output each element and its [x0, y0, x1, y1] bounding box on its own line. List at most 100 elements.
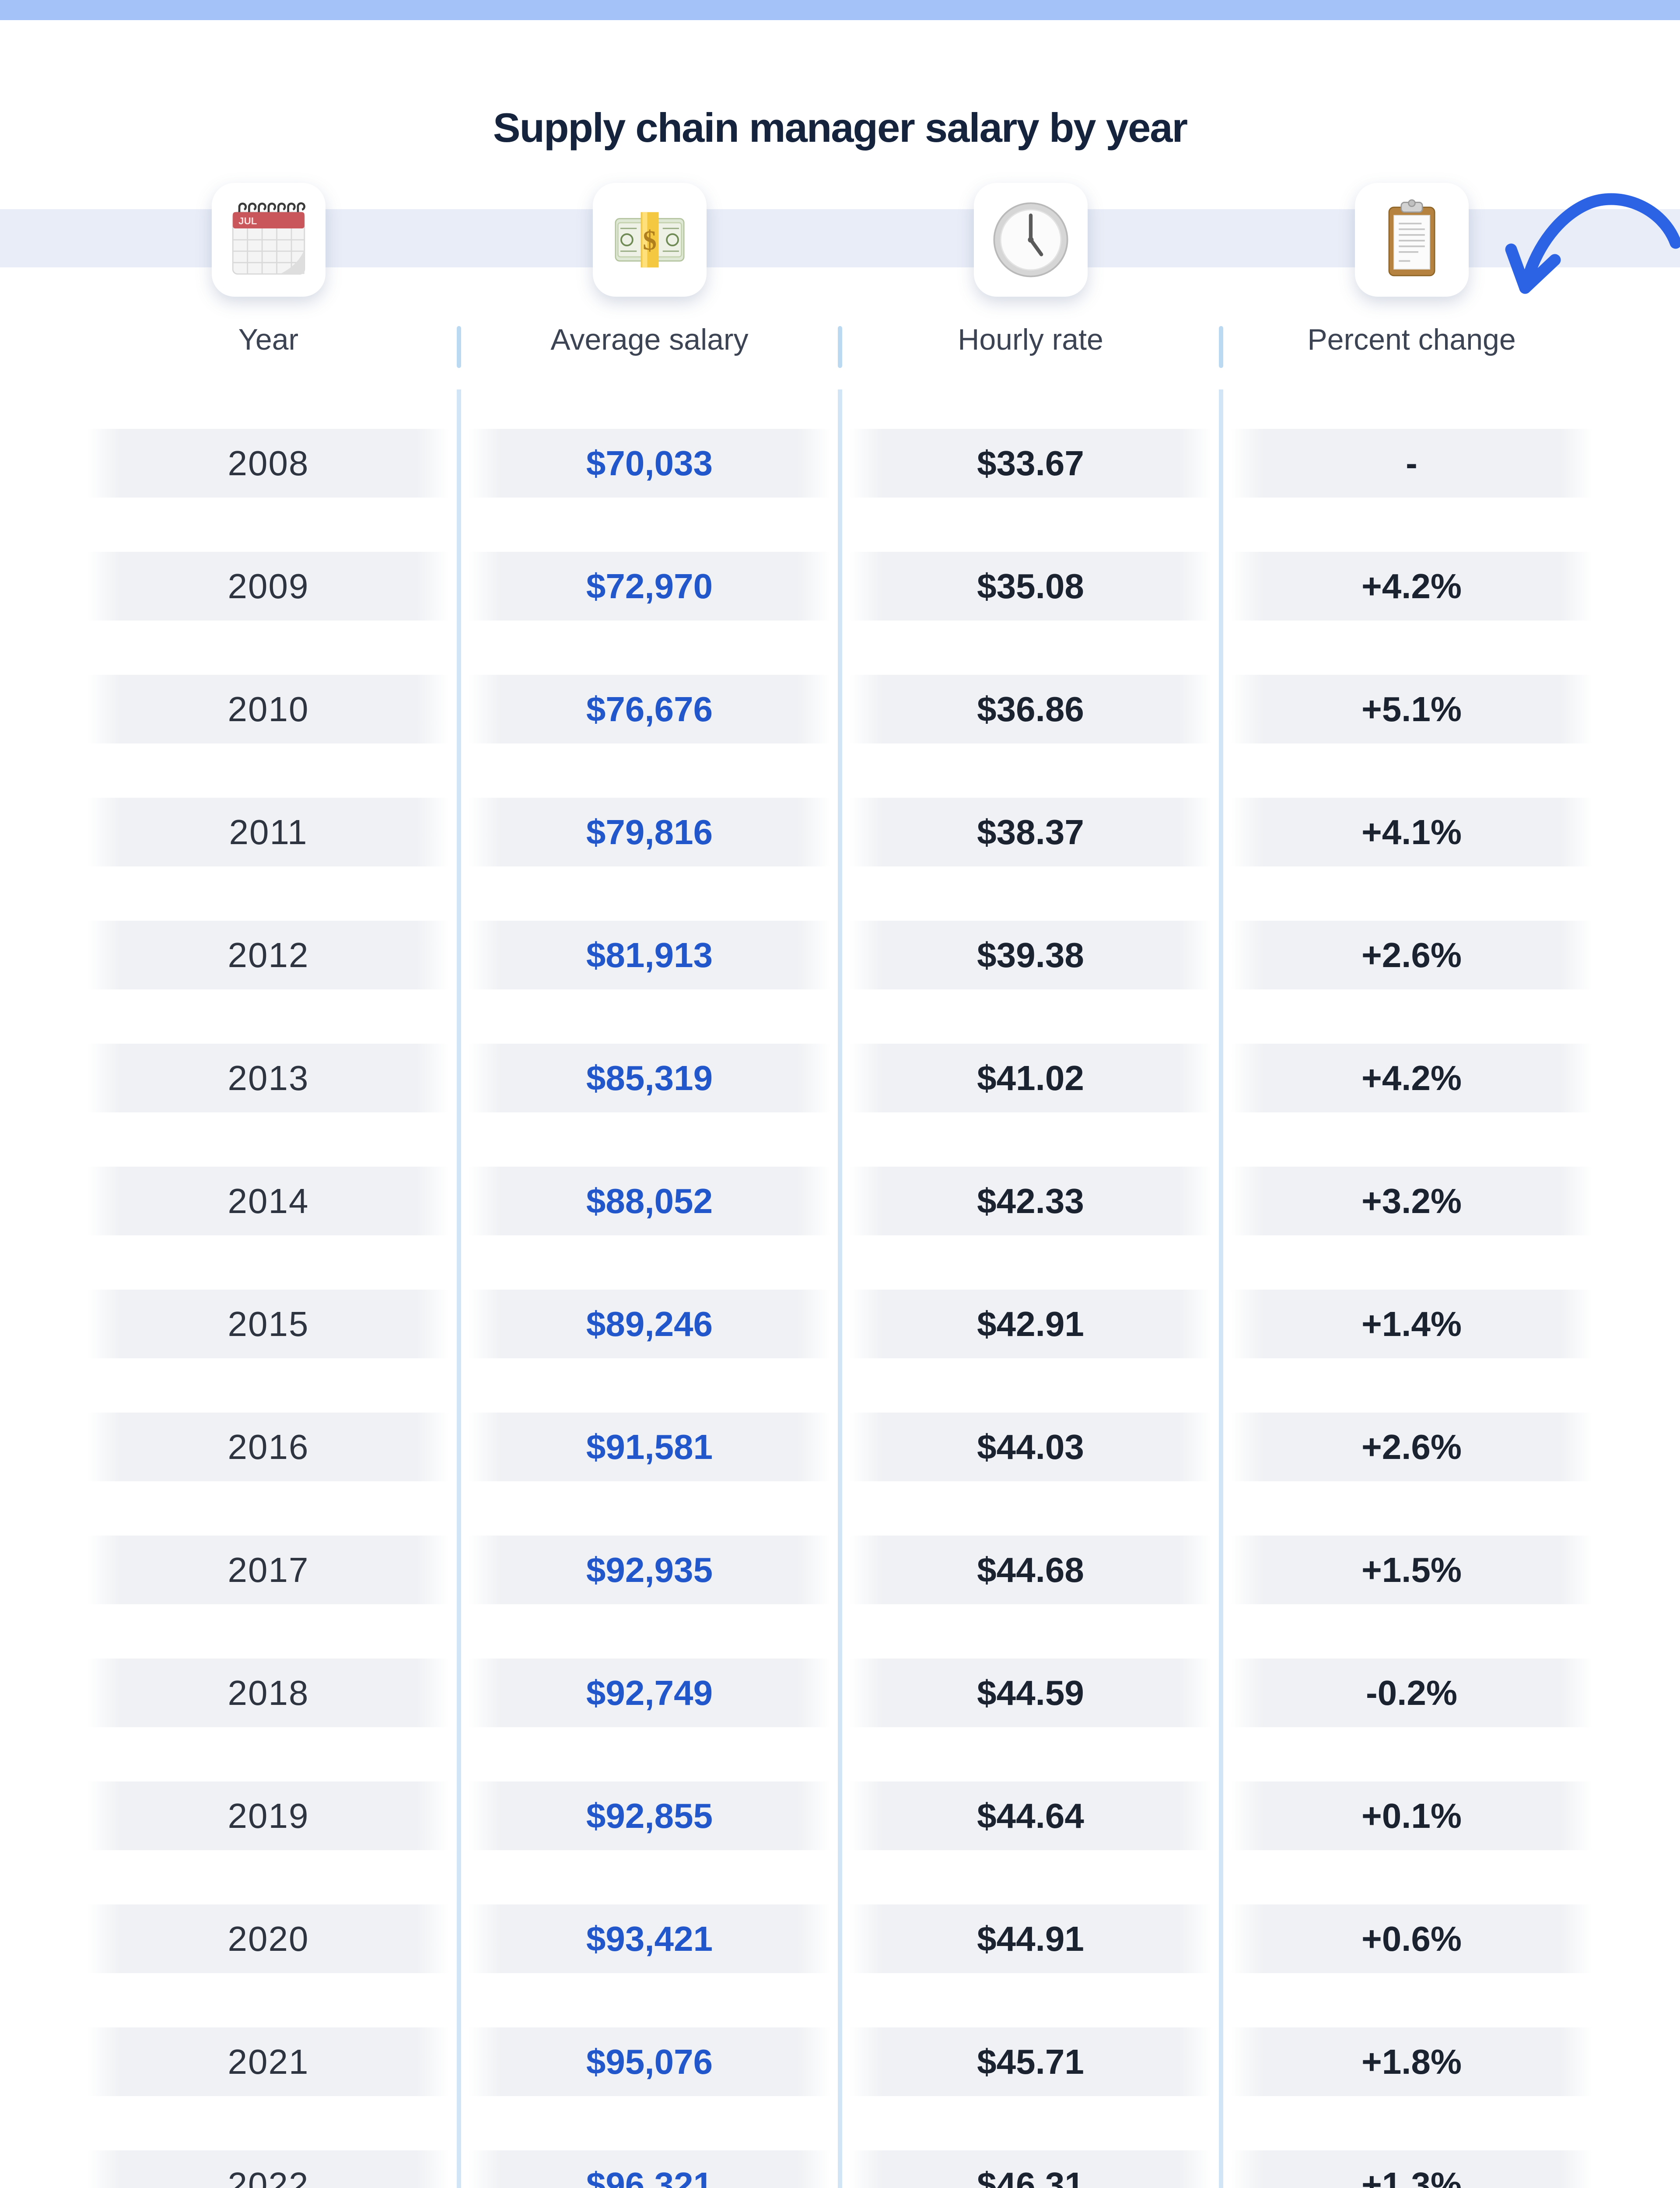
hourly-rate-value: $44.91: [850, 1904, 1211, 1973]
year-value: 2011: [88, 798, 449, 866]
percent-change-value: +0.1%: [1231, 1781, 1592, 1850]
table-row: 2011 $79,816 $38.37 +4.1%: [78, 771, 1602, 894]
year-value: 2020: [88, 1904, 449, 1973]
percent-change-value: +5.1%: [1231, 675, 1592, 743]
curved-arrow-icon: [1505, 193, 1680, 294]
table-row: 2019 $92,855 $44.64 +0.1%: [78, 1754, 1602, 1877]
page-title: Supply chain manager salary by year: [493, 105, 1188, 151]
percent-change-value: +3.2%: [1231, 1167, 1592, 1235]
year-value: 2010: [88, 675, 449, 743]
year-value: 2009: [88, 552, 449, 621]
year-value: 2021: [88, 2027, 449, 2096]
hourly-rate-value: $41.02: [850, 1044, 1211, 1112]
column-header-year: JUL Year: [78, 183, 459, 357]
percent-change-value: +4.2%: [1231, 552, 1592, 621]
percent-change-value: +1.8%: [1231, 2027, 1592, 2096]
percent-change-value: -0.2%: [1231, 1659, 1592, 1727]
year-value: 2016: [88, 1413, 449, 1481]
table-body: 2008 $70,033 $33.67 - 2009 $72,970 $35.0…: [78, 402, 1602, 2188]
table-row: 2008 $70,033 $33.67 -: [78, 402, 1602, 525]
percent-change-value: +0.6%: [1231, 1904, 1592, 1973]
column-label-percent-change: Percent change: [1307, 323, 1516, 356]
year-value: 2022: [88, 2150, 449, 2188]
table-row: 2017 $92,935 $44.68 +1.5%: [78, 1508, 1602, 1631]
header-divider: [838, 326, 842, 368]
average-salary-value: $89,246: [469, 1290, 830, 1358]
average-salary-value: $81,913: [469, 921, 830, 989]
year-value: 2015: [88, 1290, 449, 1358]
column-divider: [457, 389, 461, 2188]
table-row: 2022 $96,321 $46.31 +1.3%: [78, 2123, 1602, 2188]
average-salary-value: $93,421: [469, 1904, 830, 1973]
hourly-rate-value: $44.64: [850, 1781, 1211, 1850]
year-value: 2008: [88, 429, 449, 498]
year-value: 2017: [88, 1536, 449, 1604]
column-divider: [838, 389, 842, 2188]
percent-change-value: +1.5%: [1231, 1536, 1592, 1604]
percent-change-value: +2.6%: [1231, 921, 1592, 989]
average-salary-value: $79,816: [469, 798, 830, 866]
percent-change-value: +2.6%: [1231, 1413, 1592, 1481]
column-divider: [1219, 389, 1223, 2188]
svg-text:JUL: JUL: [238, 216, 257, 227]
percent-change-value: -: [1231, 429, 1592, 498]
column-header-percent-change: Percent change: [1221, 183, 1602, 357]
table-row: 2020 $93,421 $44.91 +0.6%: [78, 1877, 1602, 2000]
year-value: 2019: [88, 1781, 449, 1850]
header-divider: [457, 326, 461, 368]
clock-icon-card: [973, 183, 1088, 297]
percent-change-value: +4.1%: [1231, 798, 1592, 866]
table-row: 2014 $88,052 $42.33 +3.2%: [78, 1140, 1602, 1262]
column-header-hourly-rate: Hourly rate: [840, 183, 1221, 357]
percent-change-value: +1.4%: [1231, 1290, 1592, 1358]
hourly-rate-value: $38.37: [850, 798, 1211, 866]
percent-change-value: +4.2%: [1231, 1044, 1592, 1112]
average-salary-value: $85,319: [469, 1044, 830, 1112]
hourly-rate-value: $46.31: [850, 2150, 1211, 2188]
hourly-rate-value: $39.38: [850, 921, 1211, 989]
header-divider: [1219, 326, 1223, 368]
clipboard-icon-card: [1354, 183, 1469, 297]
average-salary-value: $91,581: [469, 1413, 830, 1481]
hourly-rate-value: $42.91: [850, 1290, 1211, 1358]
column-header-average-salary: $ Average salary: [459, 183, 840, 357]
year-value: 2018: [88, 1659, 449, 1727]
top-accent-bar: [0, 0, 1680, 20]
average-salary-value: $95,076: [469, 2027, 830, 2096]
hourly-rate-value: $42.33: [850, 1167, 1211, 1235]
hourly-rate-value: $44.68: [850, 1536, 1211, 1604]
column-label-year: Year: [238, 323, 299, 356]
table-row: 2010 $76,676 $36.86 +5.1%: [78, 648, 1602, 771]
table-row: 2009 $72,970 $35.08 +4.2%: [78, 525, 1602, 648]
average-salary-value: $88,052: [469, 1167, 830, 1235]
average-salary-value: $76,676: [469, 675, 830, 743]
money-icon-card: $: [592, 183, 707, 297]
table-row: 2018 $92,749 $44.59 -0.2%: [78, 1631, 1602, 1754]
average-salary-value: $92,935: [469, 1536, 830, 1604]
money-icon: $: [614, 212, 685, 268]
svg-text:$: $: [643, 225, 657, 256]
hourly-rate-value: $44.03: [850, 1413, 1211, 1481]
column-label-average-salary: Average salary: [550, 323, 749, 356]
table-header: JUL Year: [78, 183, 1602, 357]
clock-icon: [993, 202, 1068, 277]
hourly-rate-value: $33.67: [850, 429, 1211, 498]
table-row: 2015 $89,246 $42.91 +1.4%: [78, 1262, 1602, 1385]
column-label-hourly-rate: Hourly rate: [958, 323, 1103, 356]
average-salary-value: $72,970: [469, 552, 830, 621]
average-salary-value: $92,749: [469, 1659, 830, 1727]
average-salary-value: $70,033: [469, 429, 830, 498]
table-row: 2012 $81,913 $39.38 +2.6%: [78, 894, 1602, 1017]
year-value: 2012: [88, 921, 449, 989]
calendar-icon-card: JUL: [211, 183, 326, 297]
table-row: 2013 $85,319 $41.02 +4.2%: [78, 1017, 1602, 1140]
table-row: 2016 $91,581 $44.03 +2.6%: [78, 1385, 1602, 1508]
average-salary-value: $96,321: [469, 2150, 830, 2188]
percent-change-value: +1.3%: [1231, 2150, 1592, 2188]
year-value: 2013: [88, 1044, 449, 1112]
hourly-rate-value: $36.86: [850, 675, 1211, 743]
table-row: 2021 $95,076 $45.71 +1.8%: [78, 2000, 1602, 2123]
year-value: 2014: [88, 1167, 449, 1235]
average-salary-value: $92,855: [469, 1781, 830, 1850]
